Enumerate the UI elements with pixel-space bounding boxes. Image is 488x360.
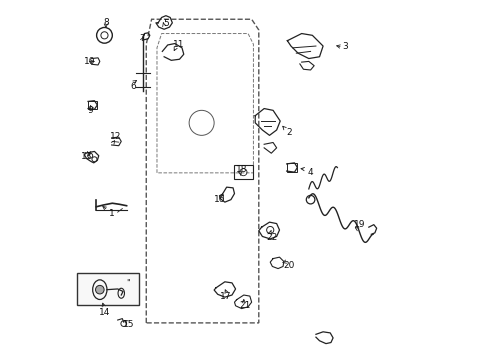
Text: 9: 9 [87, 106, 93, 115]
Text: 6: 6 [130, 82, 136, 91]
Text: 17: 17 [220, 292, 231, 301]
Text: 2: 2 [286, 129, 291, 138]
Text: 8: 8 [103, 18, 108, 27]
Text: 1: 1 [108, 210, 114, 219]
Text: 20: 20 [283, 261, 294, 270]
Text: 3: 3 [342, 41, 347, 50]
Text: 4: 4 [307, 168, 313, 177]
Bar [286, 163, 297, 172]
Text: 11: 11 [172, 40, 184, 49]
Text: 16: 16 [213, 195, 225, 204]
Text: 19: 19 [353, 220, 365, 229]
Circle shape [95, 285, 104, 294]
Text: 12: 12 [109, 132, 121, 141]
Text: 15: 15 [122, 320, 134, 329]
Bar [233, 165, 253, 179]
Text: 18: 18 [235, 165, 247, 174]
Bar [77, 273, 139, 305]
Text: 13: 13 [81, 152, 92, 161]
Bar [88, 101, 97, 109]
Text: 10: 10 [84, 57, 96, 66]
Text: ": " [126, 278, 130, 287]
Text: 22: 22 [266, 233, 277, 242]
Text: 14: 14 [99, 309, 110, 318]
Text: 5: 5 [163, 19, 169, 28]
Text: 21: 21 [239, 301, 250, 310]
Text: 7: 7 [139, 35, 144, 44]
